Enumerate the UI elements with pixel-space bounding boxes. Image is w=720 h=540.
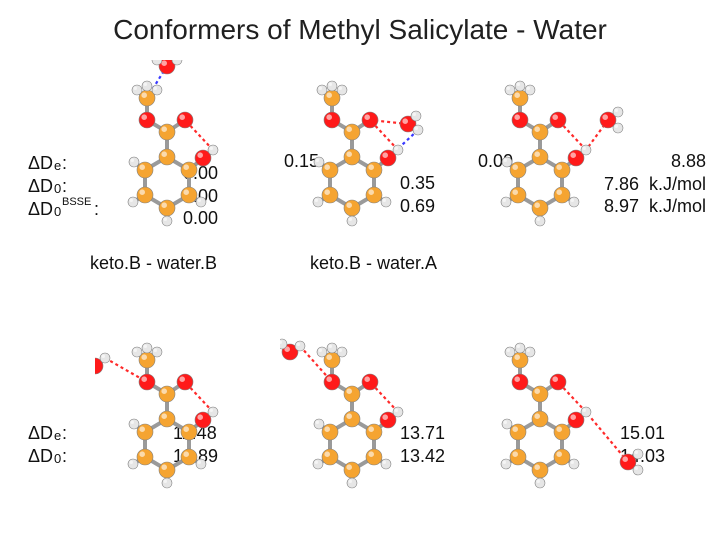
caption-ketoB-waterA: keto.B - water.A <box>310 252 437 275</box>
molecule-r2m1 <box>95 322 275 502</box>
molecule-r1m1 <box>95 60 275 240</box>
row2-legend: ΔDe: ΔD0: <box>28 422 38 490</box>
row1-legend: ΔDe: ΔD0: ΔD0BSSE: <box>28 152 38 242</box>
caption-ketoB-waterB: keto.B - water.B <box>90 252 217 275</box>
molecule-r1m3 <box>468 60 648 240</box>
molecule-r2m3 <box>468 322 648 502</box>
molecule-r1m2 <box>280 60 460 240</box>
page-title: Conformers of Methyl Salicylate - Water <box>0 14 720 46</box>
molecule-r2m2 <box>280 322 460 502</box>
